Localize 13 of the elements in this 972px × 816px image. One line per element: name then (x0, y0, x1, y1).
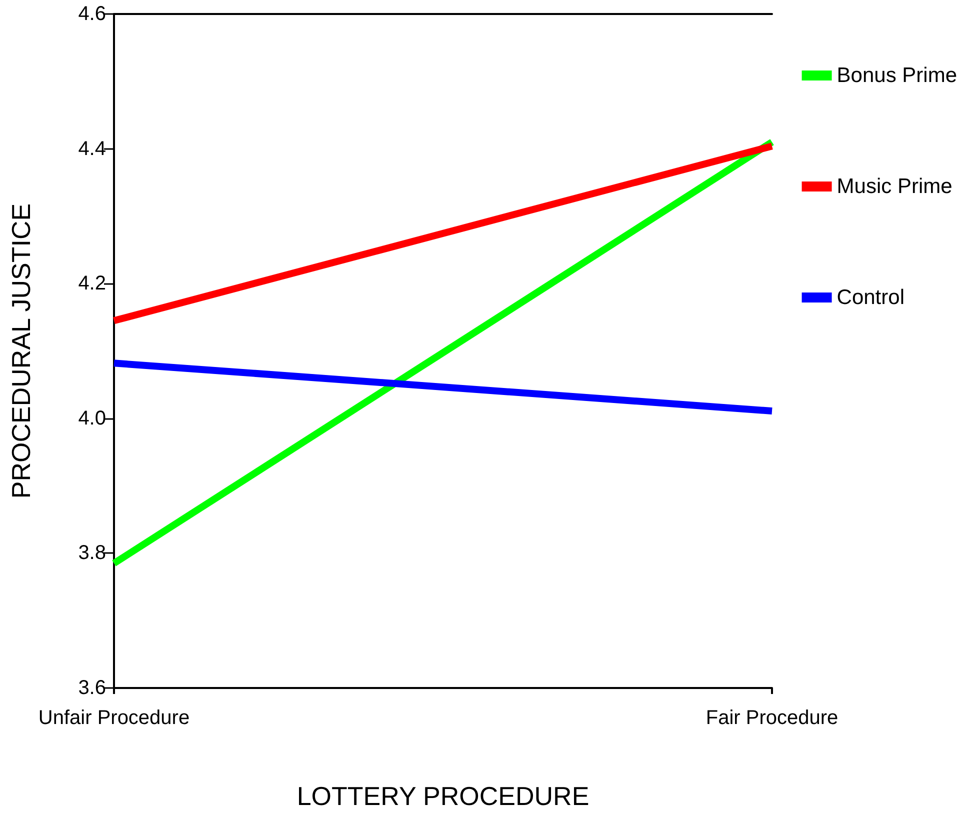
legend-label: Music Prime (836, 175, 952, 198)
legend-label: Bonus Prime (836, 64, 957, 87)
x-tick-label: Fair Procedure (706, 707, 838, 729)
y-tick-label: 4.0 (78, 407, 106, 430)
x-tick-label: Unfair Procedure (38, 707, 190, 729)
legend-label: Control (836, 286, 904, 309)
x-axis-title: LOTTERY PROCEDURE (296, 781, 590, 811)
y-axis-title: PROCEDURAL JUSTICE (6, 203, 36, 499)
y-tick-label: 4.4 (78, 138, 106, 160)
y-tick-label: 4.6 (78, 3, 106, 25)
y-tick-label: 3.8 (78, 542, 106, 564)
y-tick-label: 4.2 (78, 272, 106, 295)
y-tick-label: 3.6 (78, 677, 106, 699)
